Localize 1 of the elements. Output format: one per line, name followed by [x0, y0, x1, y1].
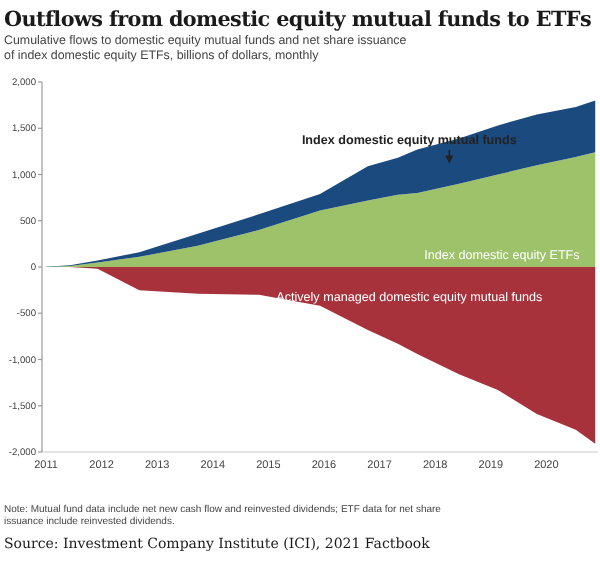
- chart-title: Outflows from domestic equity mutual funds to ETFs: [4, 8, 593, 32]
